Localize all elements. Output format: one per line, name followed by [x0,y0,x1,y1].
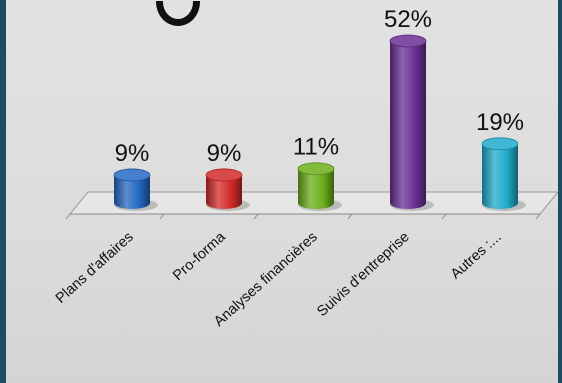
category-label: Plans d'affaires [53,229,137,307]
bar-body [114,174,150,209]
axis-tick [441,213,447,220]
axis-tick [65,213,71,220]
category-label: Suivis d'entreprise [314,229,412,320]
category-label: Pro-forma [170,228,229,284]
value-label: 11% [293,134,339,161]
value-label: 52% [384,6,432,33]
axis-tick [535,213,541,220]
category-label: Analyses financières [211,229,321,330]
value-label: 19% [476,109,524,136]
bar-top [389,34,427,48]
value-label: 9% [115,140,150,167]
value-label: 9% [207,140,242,167]
bar-top [205,168,243,182]
bar-body [482,143,518,209]
bar [297,162,342,211]
bar-body [298,168,334,209]
category-label: Autres :... [448,229,505,282]
bar-top [297,162,335,176]
bar-body [390,41,426,209]
bar-top [113,168,151,182]
bar [389,34,434,211]
bar-top [481,137,519,151]
bar [481,137,526,211]
axis-tick [159,213,165,220]
bar [205,168,250,211]
title-fragment [156,1,200,26]
bar [113,168,158,211]
axis-tick [253,213,259,220]
axis-tick [347,213,353,220]
bar-body [206,174,242,209]
